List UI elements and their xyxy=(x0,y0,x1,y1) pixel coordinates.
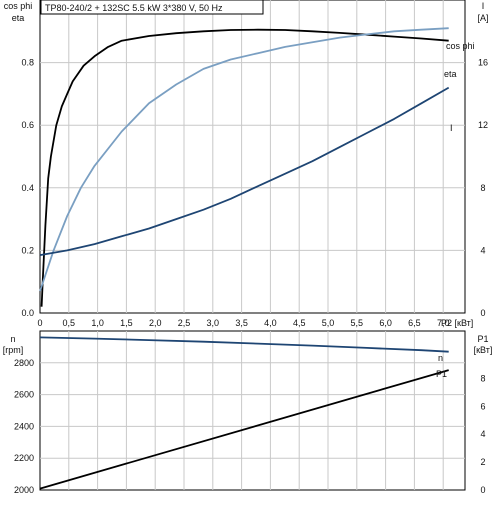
speed-power-grid: 2000 2200 2400 2600 2800 0 2 4 6 8 xyxy=(14,331,486,495)
x-tick-label: 4,0 xyxy=(264,318,277,328)
x-tick-label: 3,0 xyxy=(207,318,220,328)
right-y-tick-label: 2 xyxy=(480,457,485,467)
speed-power-series: n P1 xyxy=(39,336,449,490)
left-axis-title-eta: eta xyxy=(12,13,25,23)
chart-title: TP80-240/2 + 132SC 5.5 kW 3*380 V, 50 Hz xyxy=(45,3,223,13)
left-y-tick-label: 0.6 xyxy=(21,120,34,130)
x-tick-label: 4,5 xyxy=(293,318,306,328)
right-y-tick-label: 6 xyxy=(480,401,485,411)
series-line-P1 xyxy=(39,369,449,490)
right-axis-unit-current: [A] xyxy=(477,13,488,23)
left-y-tick-label: 0.4 xyxy=(21,183,34,193)
right-y-tick-label: 8 xyxy=(480,183,485,193)
series-label-n: n xyxy=(438,353,443,363)
performance-series: eta cos phi I xyxy=(39,27,475,307)
left-y-tick-label: 2800 xyxy=(14,358,34,368)
right-y-tick-label: 4 xyxy=(480,245,485,255)
series-line-n xyxy=(39,336,449,353)
x-tick-label: 3,5 xyxy=(235,318,248,328)
series-line-I xyxy=(39,86,450,256)
speed-power-plot: 2000 2200 2400 2600 2800 0 2 4 6 8 n P1 xyxy=(14,330,486,495)
left-y-tick-label: 0.2 xyxy=(21,245,34,255)
right-y-tick-label: 12 xyxy=(478,120,488,130)
left-y-tick-label: 2000 xyxy=(14,485,34,495)
left-y-tick-label: 0.8 xyxy=(21,58,34,68)
x-axis-title: P2 [кВт] xyxy=(441,318,473,328)
right-y-tick-label: 8 xyxy=(480,373,485,383)
performance-plot-frame xyxy=(39,0,466,314)
x-tick-label: 6,5 xyxy=(408,318,421,328)
x-tick-label: 1,0 xyxy=(91,318,104,328)
right-y-tick-label: 0 xyxy=(480,485,485,495)
x-tick-label: 2,0 xyxy=(149,318,162,328)
series-label-cos-phi: cos phi xyxy=(446,41,475,51)
series-line-cos-phi xyxy=(39,27,449,292)
x-tick-label: 1,5 xyxy=(120,318,133,328)
title-box xyxy=(40,0,264,15)
series-label-I: I xyxy=(450,123,453,133)
right-y-tick-label: 4 xyxy=(480,429,485,439)
x-tick-label: 5,5 xyxy=(351,318,364,328)
left-axis-title-speed: n xyxy=(10,334,15,344)
x-tick-label: 7,0 xyxy=(437,318,450,328)
series-label-P1: P1 xyxy=(436,369,447,379)
right-axis-title-current: I xyxy=(482,1,485,11)
x-tick-label: 0,5 xyxy=(63,318,76,328)
left-y-tick-label: 2200 xyxy=(14,453,34,463)
left-axis-unit-speed: [rpm] xyxy=(3,345,24,355)
performance-plot: 0 0,5 1,0 1,5 2,0 2,5 3,0 3,5 4,0 4,5 5,0 5,5 6,0 6,5… xyxy=(21,0,488,328)
right-y-tick-label: 16 xyxy=(478,58,488,68)
x-tick-label: 6,0 xyxy=(379,318,392,328)
series-line-eta xyxy=(40,28,449,307)
x-tick-label: 0 xyxy=(37,318,42,328)
right-y-tick-label: 0 xyxy=(480,308,485,318)
left-axis-title-cos-phi: cos phi xyxy=(4,1,33,11)
left-y-tick-label: 0.0 xyxy=(21,308,34,318)
right-axis-unit-p1: [кВт] xyxy=(474,345,493,355)
left-y-tick-label: 2600 xyxy=(14,390,34,400)
right-axis-title-p1: P1 xyxy=(477,334,488,344)
performance-grid: 0 0,5 1,0 1,5 2,0 2,5 3,0 3,5 4,0 4,5 5,0 5,5 6,0 6,5… xyxy=(21,0,488,328)
series-label-eta: eta xyxy=(444,69,457,79)
left-y-tick-label: 2400 xyxy=(14,421,34,431)
x-tick-label: 5,0 xyxy=(322,318,335,328)
x-tick-label: 2,5 xyxy=(178,318,191,328)
speed-power-plot-frame xyxy=(39,330,466,491)
